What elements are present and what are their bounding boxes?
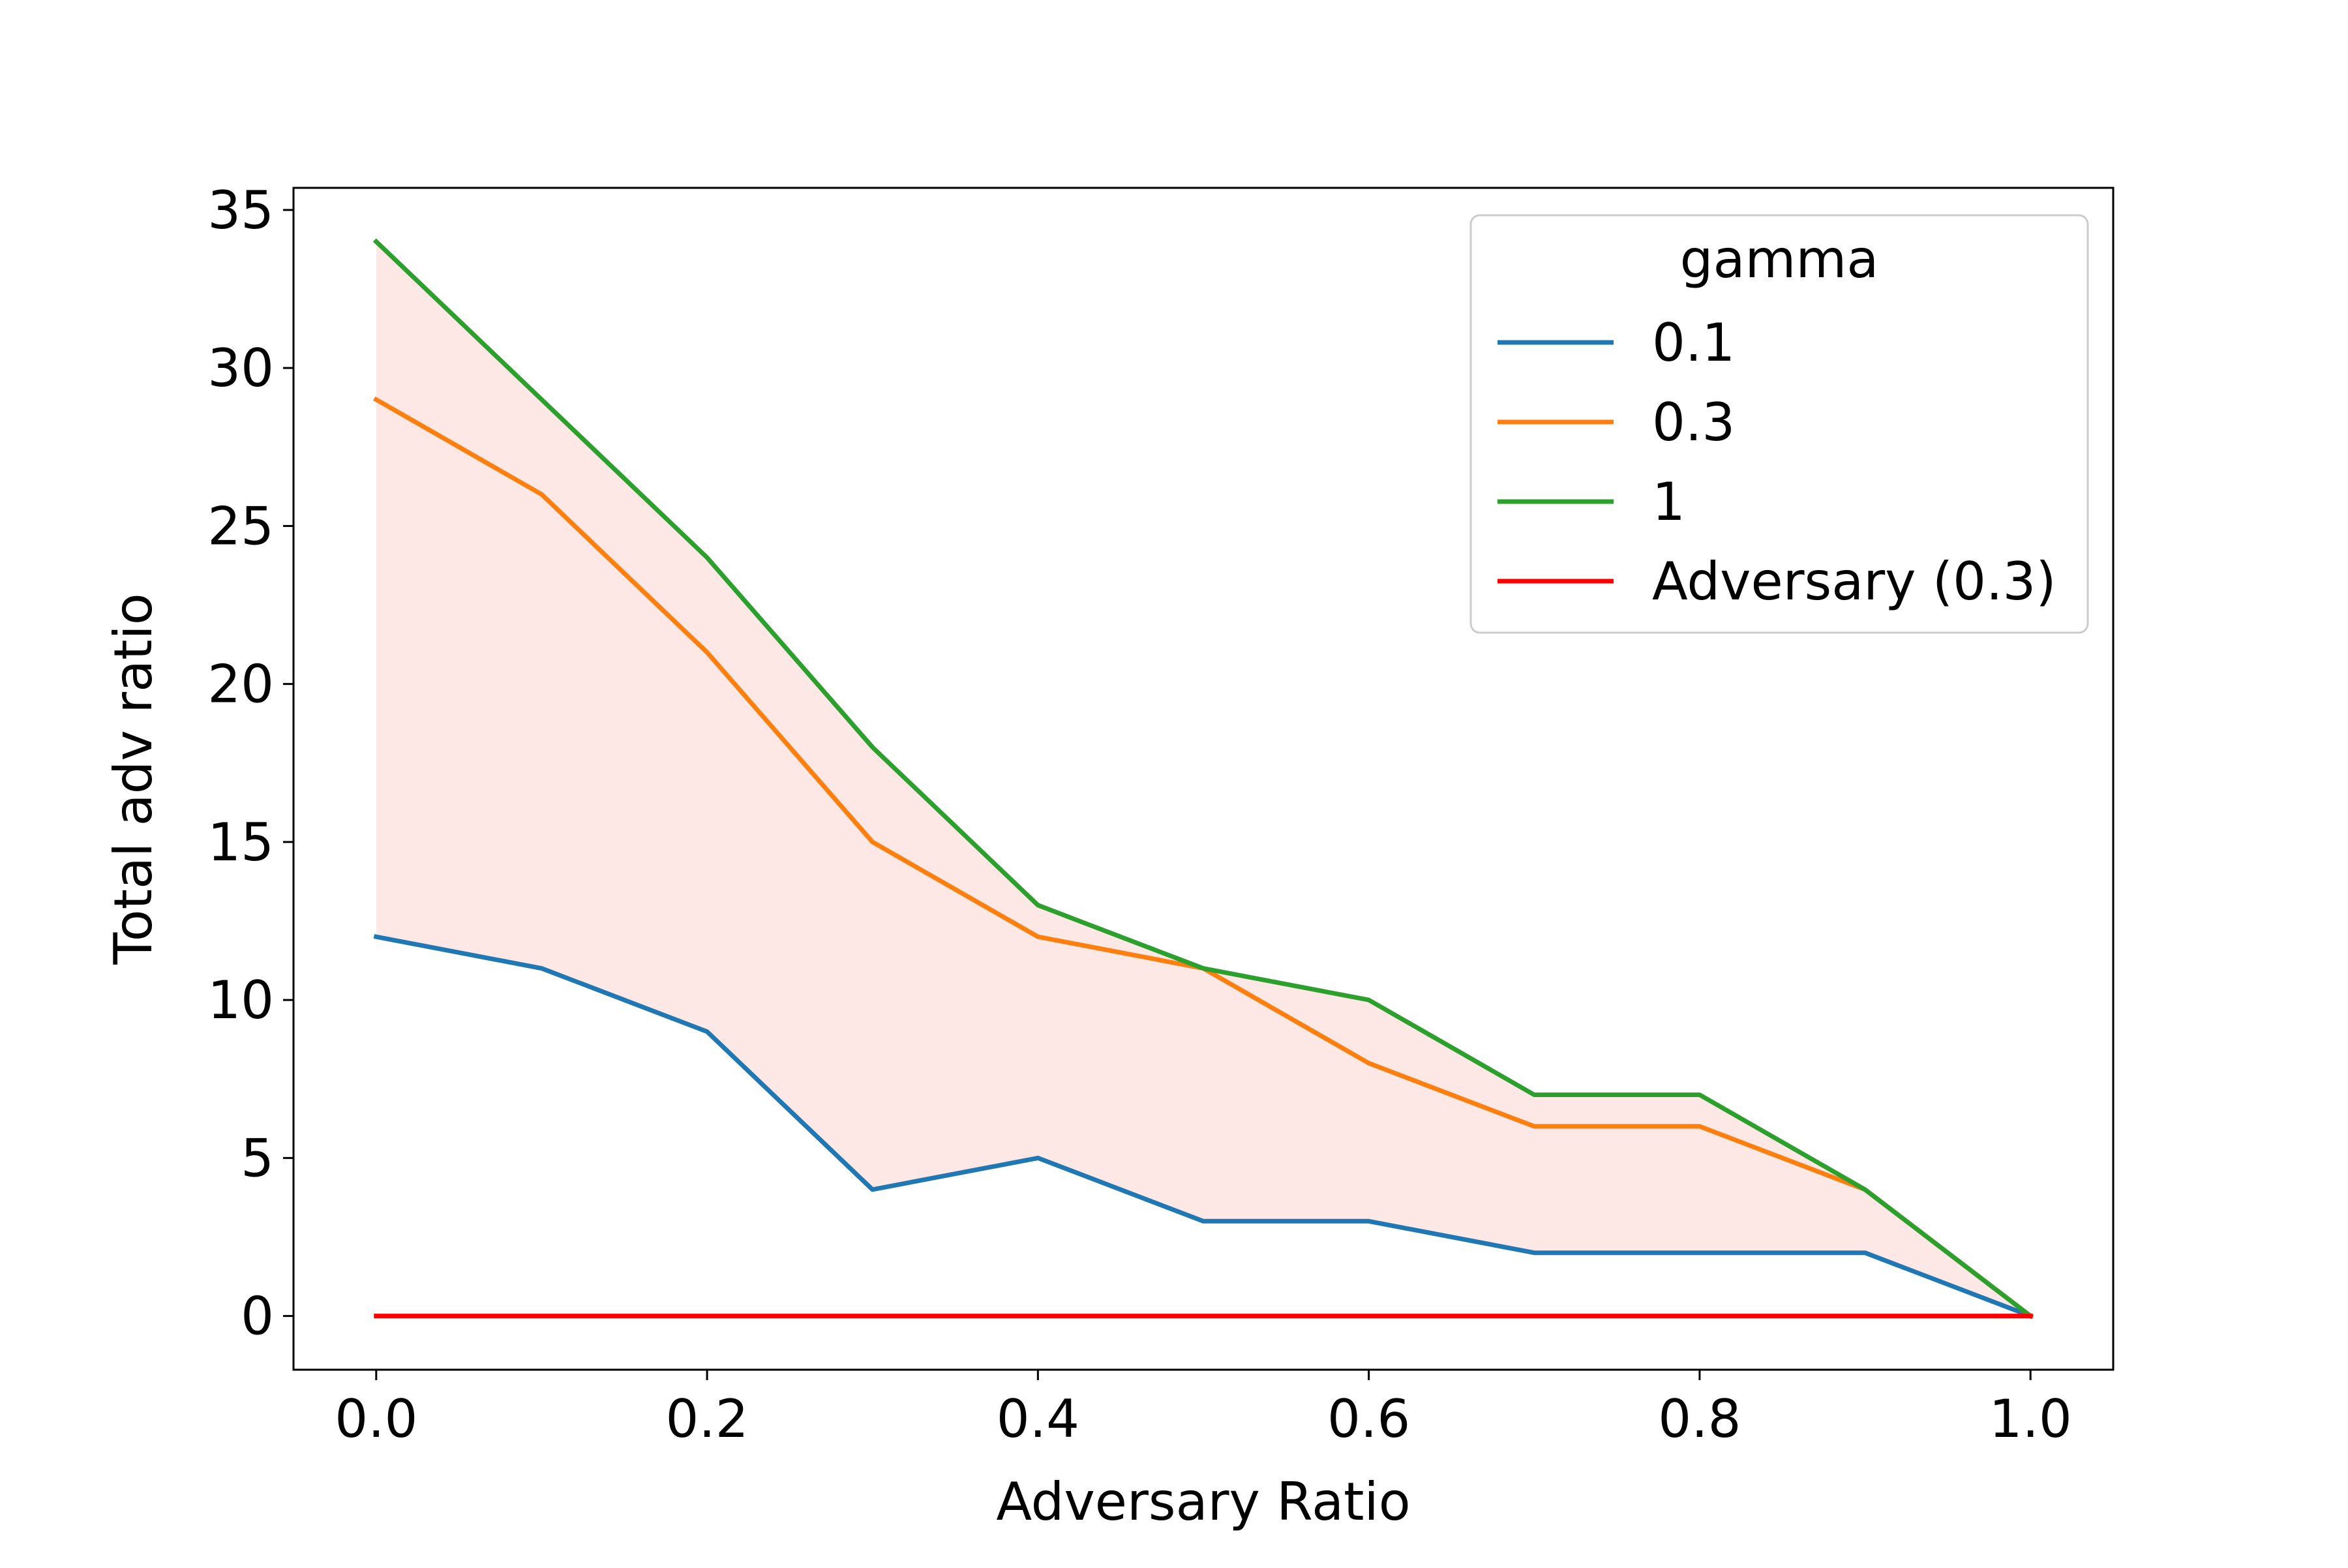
y-tick-label: 15 [207, 812, 274, 873]
legend-label-adversary-0-3: Adversary (0.3) [1652, 551, 2056, 612]
legend-entries: 0.1 0.3 1 Adversary (0.3) [1498, 312, 2056, 612]
x-tick-label: 0.0 [335, 1389, 417, 1449]
y-tick-label: 25 [207, 496, 274, 556]
legend: gamma 0.1 0.3 1 Adversary (0.3) [1469, 214, 2089, 634]
legend-label-0-1: 0.1 [1652, 312, 1735, 373]
y-tick-label: 30 [207, 338, 274, 399]
plot-frame [292, 187, 2115, 1371]
y-tick-label: 20 [207, 654, 274, 715]
x-tick-label: 0.6 [1327, 1389, 1410, 1449]
series-line-1 [372, 238, 2034, 1319]
y-axis-label: Total adv ratio [103, 593, 164, 965]
legend-label-1: 1 [1652, 472, 1685, 532]
y-tick-label: 5 [241, 1128, 274, 1188]
x-tick-label: 0.4 [997, 1389, 1079, 1449]
legend-label-0-3: 0.3 [1652, 392, 1735, 453]
fill-band [376, 241, 2031, 1316]
x-tick-label: 0.8 [1658, 1389, 1741, 1449]
legend-title: gamma [1680, 229, 1879, 290]
series-line-0-1 [373, 934, 2034, 1319]
legend-box [1469, 214, 2089, 634]
y-tick-label: 10 [207, 970, 274, 1031]
x-tick-label: 1.0 [1989, 1389, 2072, 1449]
x-axis: 0.0 0.2 0.4 0.6 0.8 1.0 [335, 1370, 2072, 1449]
x-axis-label: Adversary Ratio [996, 1471, 1410, 1532]
fill-band-layer [376, 241, 2031, 1316]
series-layer [372, 238, 2034, 1319]
x-tick-label: 0.2 [665, 1389, 748, 1449]
y-tick-label: 0 [241, 1286, 274, 1347]
y-tick-label: 35 [207, 180, 274, 241]
y-axis: 0 5 10 15 20 25 30 35 [207, 180, 294, 1347]
